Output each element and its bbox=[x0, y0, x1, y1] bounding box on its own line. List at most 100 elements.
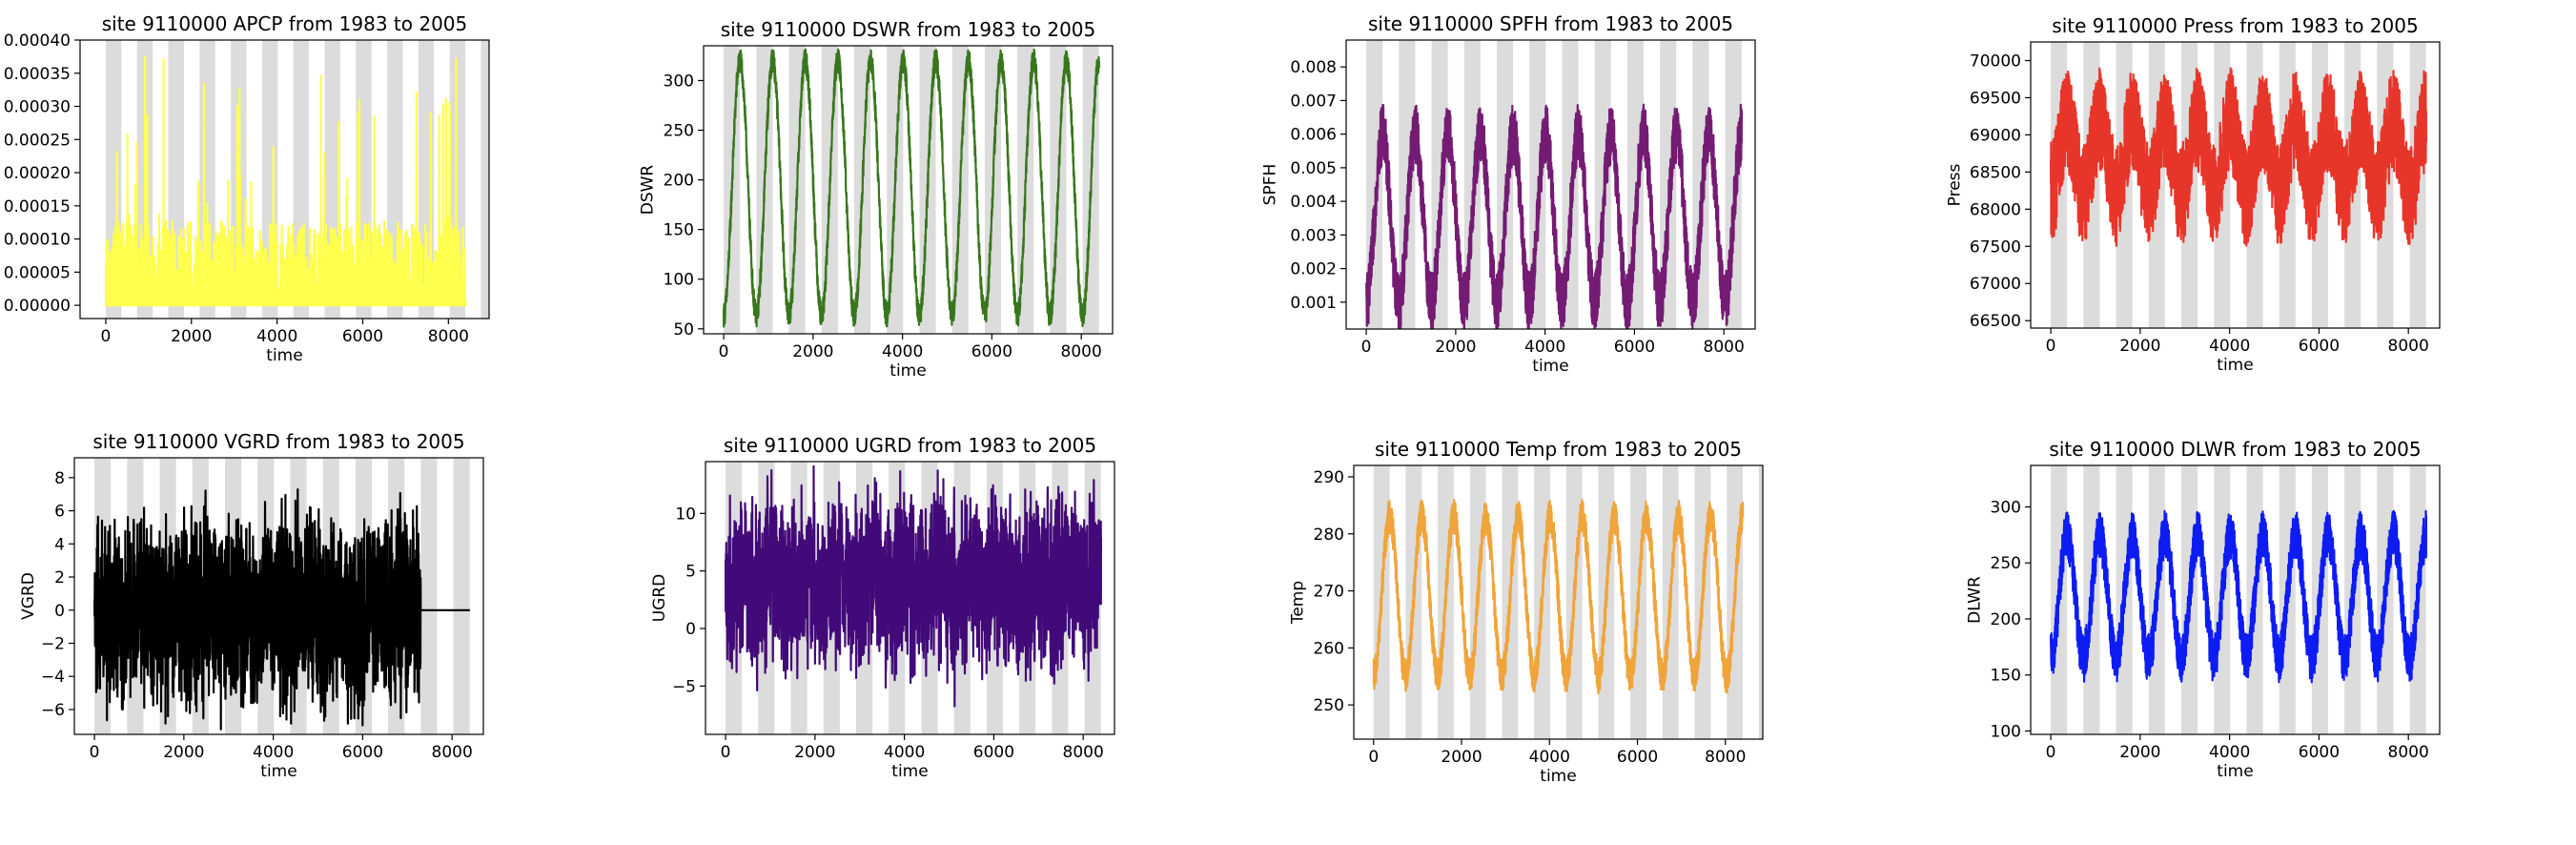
season-band bbox=[453, 458, 470, 734]
x-tick-label: 0 bbox=[2046, 743, 2056, 762]
y-tick-label: 67500 bbox=[1970, 237, 2021, 257]
series-line bbox=[2050, 67, 2427, 247]
x-tick-label: 4000 bbox=[2209, 337, 2250, 356]
x-tick-label: 8000 bbox=[2388, 337, 2429, 356]
y-tick-label: 6 bbox=[54, 503, 65, 522]
y-tick-label: 0.00035 bbox=[4, 65, 71, 84]
y-tick-label: 0.005 bbox=[1290, 159, 1337, 178]
y-axis-label: DLWR bbox=[1966, 576, 1985, 624]
chart-panel-3: 0 2000 4000 6000 8000 0.001 0.002 0.003 0.004 0.0… bbox=[1261, 12, 1756, 376]
y-tick-label: 0.00030 bbox=[4, 98, 71, 117]
charts-container: 0 2000 4000 6000 80000.000000.000050.000100.… bbox=[4, 12, 2441, 786]
y-tick-label: 150 bbox=[664, 221, 694, 240]
y-axis-label: Temp bbox=[1289, 581, 1308, 625]
y-axis-label: DSWR bbox=[639, 165, 658, 216]
y-tick-label: 0.00000 bbox=[4, 297, 71, 316]
chart-panel-4: 0 2000 4000 6000 8000 66500 67000 67500 68000 685… bbox=[1946, 14, 2441, 375]
y-tick-label: −6 bbox=[41, 701, 65, 720]
y-tick-label: 68500 bbox=[1970, 163, 2021, 182]
chart-panel-7: 0 2000 4000 6000 8000 250 260 270 280 290 site 911… bbox=[1289, 438, 1764, 786]
x-tick-label: 4000 bbox=[2209, 743, 2250, 762]
axes-frame bbox=[2030, 464, 2441, 735]
y-tick-label: 0.00025 bbox=[4, 131, 71, 150]
x-tick-label: 6000 bbox=[1617, 748, 1658, 767]
y-tick-label: 300 bbox=[1991, 498, 2021, 517]
x-tick-label: 6000 bbox=[971, 342, 1012, 361]
x-tick-label: 4000 bbox=[1524, 338, 1565, 357]
y-tick-label: 69000 bbox=[1970, 126, 2021, 145]
axes-frame bbox=[73, 457, 484, 735]
y-tick-label: 260 bbox=[1314, 639, 1344, 658]
y-tick-label: 0.004 bbox=[1290, 193, 1337, 212]
y-tick-label: 0 bbox=[685, 620, 696, 639]
y-tick-label: −4 bbox=[41, 668, 65, 687]
chart-panel-8: 0 2000 4000 6000 8000 100 150 200 250 300 site 911… bbox=[1966, 438, 2441, 781]
x-tick-label: 2000 bbox=[794, 743, 835, 762]
x-tick-label: 6000 bbox=[973, 743, 1014, 762]
y-tick-label: 0 bbox=[54, 602, 65, 621]
chart-title: site 9110000 Press from 1983 to 2005 bbox=[2052, 14, 2418, 37]
x-tick-label: 6000 bbox=[1614, 338, 1655, 357]
axes-frame bbox=[705, 461, 1115, 735]
chart-title: site 9110000 APCP from 1983 to 2005 bbox=[102, 12, 468, 35]
series-line bbox=[722, 48, 1100, 328]
x-axis-label: time bbox=[2217, 762, 2253, 781]
y-tick-label: 0.00040 bbox=[4, 31, 71, 51]
y-tick-label: 300 bbox=[664, 72, 694, 91]
x-tick-label: 8000 bbox=[428, 327, 469, 346]
season-band bbox=[420, 458, 438, 734]
y-tick-label: −5 bbox=[672, 677, 696, 696]
y-tick-label: 0.006 bbox=[1290, 126, 1337, 145]
y-tick-label: 150 bbox=[1991, 667, 2021, 686]
x-tick-label: 2000 bbox=[1441, 748, 1482, 767]
y-tick-label: 5 bbox=[685, 563, 696, 582]
x-tick-label: 0 bbox=[719, 342, 729, 361]
x-tick-label: 2000 bbox=[171, 327, 212, 346]
x-tick-label: 4000 bbox=[884, 743, 925, 762]
x-tick-label: 0 bbox=[1361, 338, 1372, 357]
x-tick-label: 0 bbox=[2046, 337, 2056, 356]
chart-title: site 9110000 DSWR from 1983 to 2005 bbox=[721, 18, 1096, 41]
chart-panel-2: 0 2000 4000 6000 8000 50 100 150 200 250 300 site 9… bbox=[639, 18, 1114, 381]
x-tick-label: 2000 bbox=[2119, 337, 2160, 356]
x-tick-label: 0 bbox=[101, 327, 112, 346]
y-axis-label: UGRD bbox=[650, 574, 669, 623]
y-tick-label: 4 bbox=[54, 535, 65, 554]
y-tick-label: 10 bbox=[675, 505, 696, 524]
x-tick-label: 4000 bbox=[253, 743, 294, 762]
x-tick-label: 0 bbox=[1368, 748, 1379, 767]
y-tick-label: 270 bbox=[1314, 583, 1344, 602]
y-tick-label: 0.002 bbox=[1290, 260, 1337, 279]
chart-panel-5: 0 2000 4000 6000 8000 −6 −4 −2 0 2 4 6 8 site 9110000… bbox=[19, 430, 484, 781]
x-tick-label: 0 bbox=[721, 743, 731, 762]
y-axis-label: Press bbox=[1946, 163, 1965, 206]
x-tick-label: 4000 bbox=[1529, 748, 1570, 767]
x-axis-label: time bbox=[891, 762, 928, 781]
x-tick-label: 6000 bbox=[2299, 743, 2340, 762]
y-tick-label: 2 bbox=[54, 568, 65, 587]
series-line bbox=[104, 55, 467, 307]
x-tick-label: 8000 bbox=[432, 743, 473, 762]
y-tick-label: 70000 bbox=[1970, 52, 2021, 71]
y-tick-label: 0.001 bbox=[1290, 294, 1337, 313]
y-tick-label: 100 bbox=[1991, 722, 2021, 741]
y-tick-label: 0.008 bbox=[1290, 58, 1337, 77]
series-line bbox=[1365, 103, 1744, 329]
series-line bbox=[724, 464, 1103, 708]
y-tick-label: 100 bbox=[664, 271, 694, 290]
y-tick-label: 250 bbox=[1991, 554, 2021, 573]
axes-frame bbox=[2030, 41, 2441, 329]
season-band bbox=[480, 40, 489, 319]
axes-frame bbox=[79, 39, 490, 319]
chart-title: site 9110000 UGRD from 1983 to 2005 bbox=[724, 434, 1096, 457]
y-tick-label: 0.00005 bbox=[4, 263, 71, 282]
y-axis-label: VGRD bbox=[19, 572, 38, 620]
y-tick-label: 50 bbox=[673, 320, 694, 340]
chart-title: site 9110000 VGRD from 1983 to 2005 bbox=[92, 430, 464, 453]
x-axis-label: time bbox=[2217, 356, 2253, 375]
y-tick-label: 0.00015 bbox=[4, 197, 71, 216]
x-tick-label: 4000 bbox=[882, 342, 923, 361]
axes-frame bbox=[1353, 464, 1764, 740]
y-tick-label: 0.00020 bbox=[4, 164, 71, 183]
